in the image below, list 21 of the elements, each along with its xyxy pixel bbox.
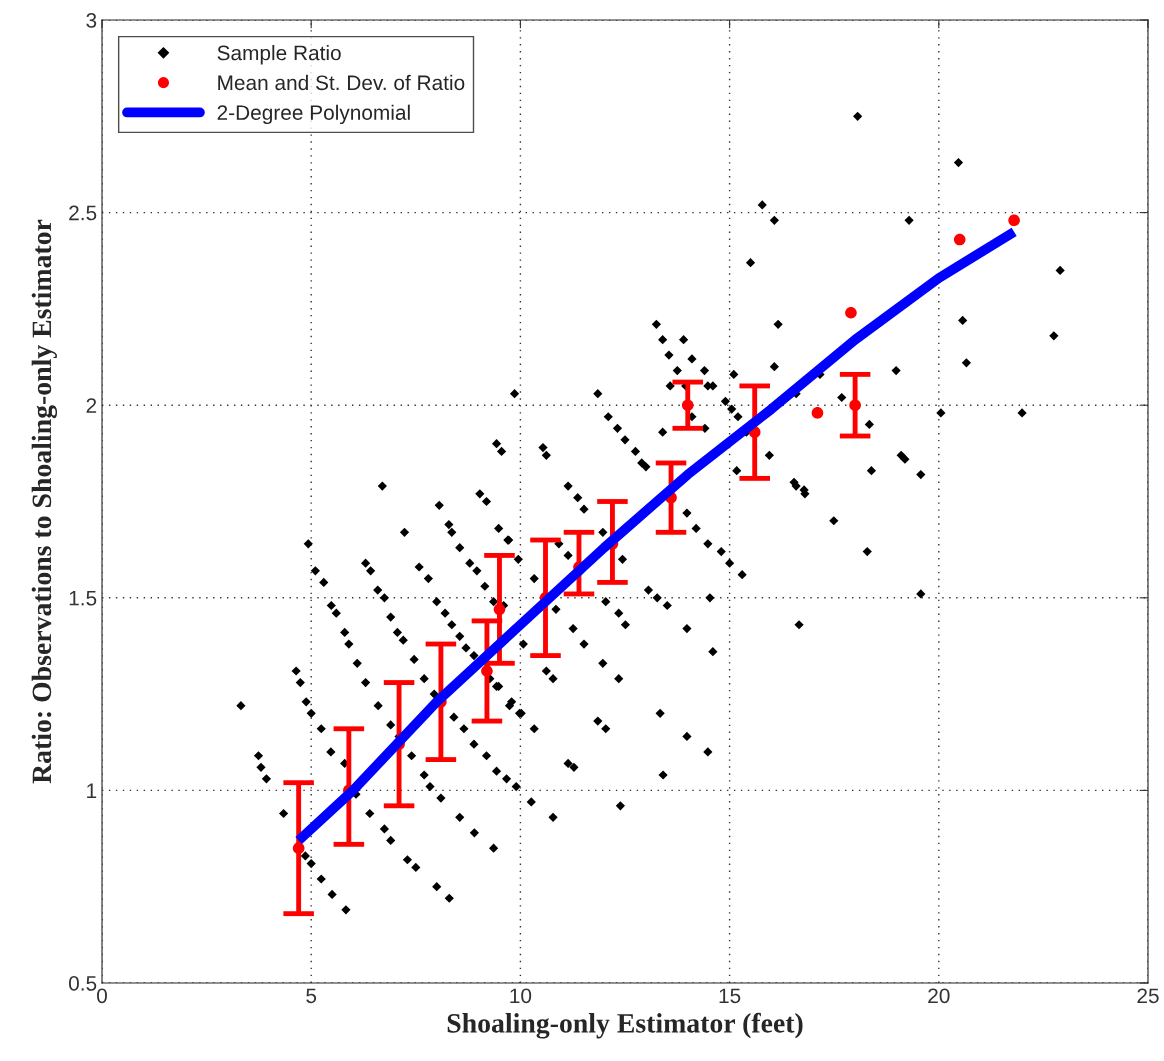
- x-tick-label: 15: [719, 988, 741, 1004]
- legend-label: 2-Degree Polynomial: [217, 104, 410, 125]
- x-tick-label: 20: [928, 988, 950, 1004]
- y-tick-label: 2: [86, 398, 97, 413]
- legend-label: Sample Ratio: [217, 45, 341, 65]
- x-tick-label: 5: [306, 988, 317, 1004]
- y-axis-title: Ratio: Observations to Shoaling-only Estimator: [31, 219, 58, 784]
- legend-label: Mean and St. Dev. of Ratio: [218, 74, 465, 91]
- y-tick-label: 3: [86, 13, 97, 28]
- x-axis-title: Shoaling-only Estimator (feet): [447, 1012, 803, 1039]
- point: [845, 306, 857, 319]
- y-tick-label: 0.5: [68, 976, 97, 991]
- point: [811, 407, 824, 419]
- x-tick-label: 0: [97, 988, 107, 1004]
- point: [1008, 214, 1020, 227]
- x-tick-label: 10: [510, 988, 532, 1004]
- x-tick-label: 25: [1137, 988, 1159, 1004]
- y-tick-label: 1: [87, 783, 97, 798]
- y-tick-label: 2.5: [69, 205, 97, 221]
- y-tick-label: 1.5: [69, 591, 97, 606]
- point: [953, 233, 966, 246]
